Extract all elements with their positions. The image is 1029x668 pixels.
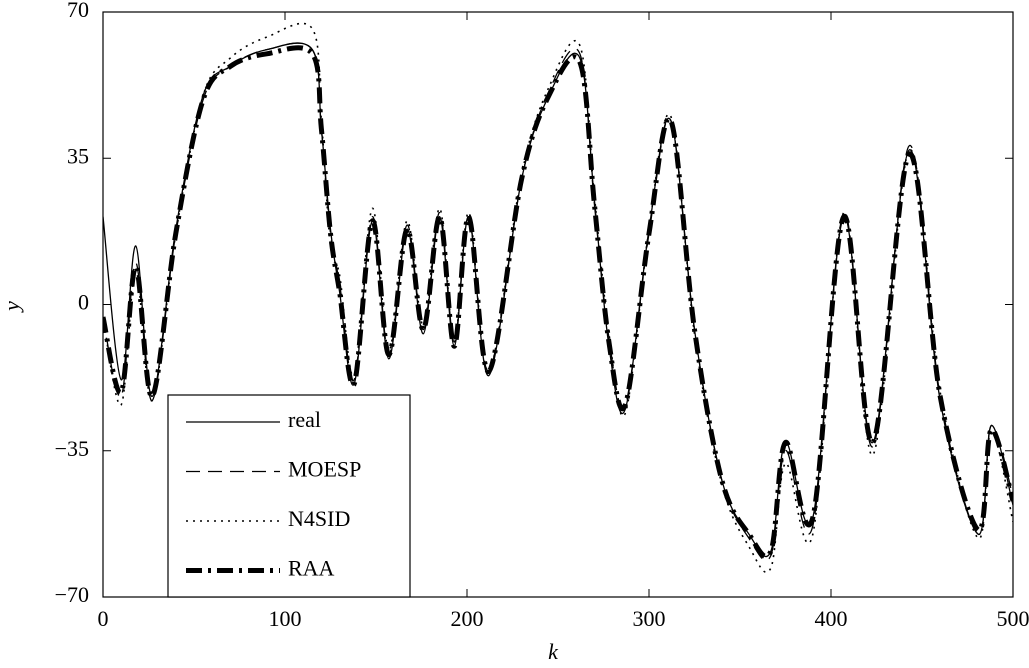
- x-axis-label: k: [548, 639, 559, 664]
- y-tick-label: 35: [67, 143, 89, 168]
- x-tick-label: 0: [98, 606, 109, 631]
- y-tick-label: −70: [55, 582, 89, 607]
- y-tick-label: 0: [78, 290, 89, 315]
- x-tick-label: 500: [997, 606, 1029, 631]
- plot-frame: [102, 11, 1014, 598]
- x-tick-label: 100: [269, 606, 302, 631]
- y-axis-label: y: [0, 301, 24, 313]
- x-tick-label: 400: [815, 606, 848, 631]
- y-tick-label: −35: [55, 436, 89, 461]
- legend-label: RAA: [288, 556, 335, 581]
- x-tick-label: 200: [451, 606, 484, 631]
- series-line: [103, 42, 1013, 558]
- y-tick-label: 70: [67, 0, 89, 22]
- series-line: [103, 22, 1013, 574]
- legend-label: MOESP: [288, 457, 361, 482]
- legend-box: [167, 394, 411, 598]
- x-tick-label: 300: [633, 606, 666, 631]
- legend-label: N4SID: [288, 506, 350, 531]
- legend-label: real: [288, 407, 321, 432]
